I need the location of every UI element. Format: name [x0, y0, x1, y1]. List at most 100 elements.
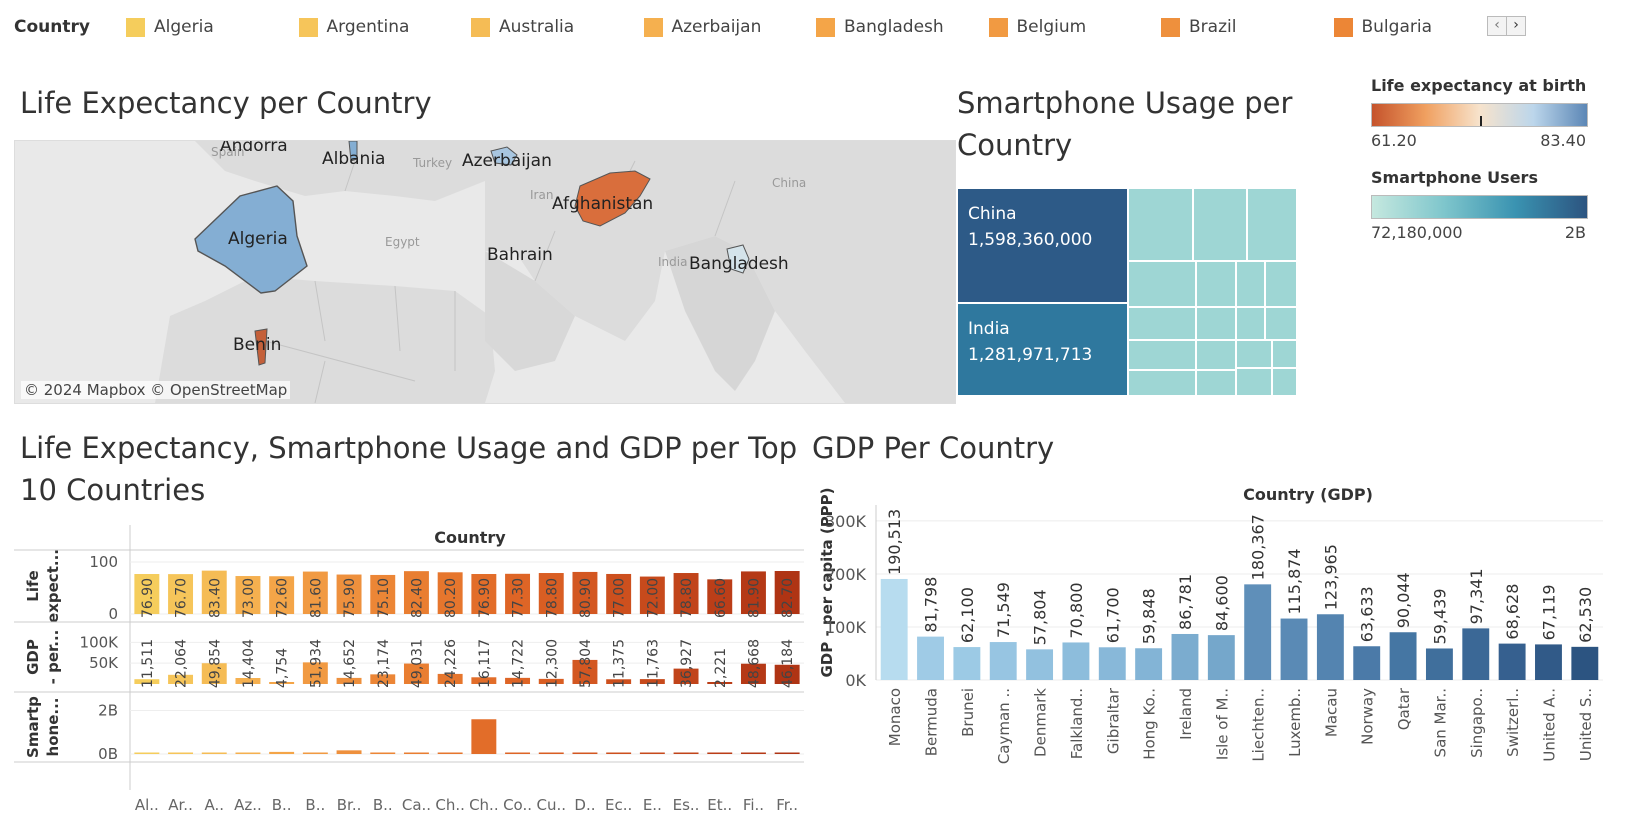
treemap-cell[interactable] — [1272, 368, 1297, 396]
top10-bar[interactable] — [505, 573, 531, 614]
top10-bar[interactable] — [471, 719, 497, 754]
top10-bar[interactable] — [370, 752, 396, 755]
legend-item[interactable]: Bangladesh — [816, 16, 944, 38]
map-credit[interactable]: © 2024 Mapbox © OpenStreetMap — [21, 381, 291, 399]
top10-bar[interactable] — [538, 752, 564, 755]
top10-bar[interactable] — [168, 674, 194, 684]
top10-bar[interactable] — [774, 752, 800, 755]
top10-bar[interactable] — [471, 677, 497, 684]
treemap-cell[interactable] — [1193, 188, 1247, 261]
smartphone-treemap[interactable]: China 1,598,360,000 India 1,281,971,713 — [957, 188, 1297, 396]
gdp-bar[interactable] — [1135, 648, 1163, 680]
treemap-cell[interactable] — [1196, 340, 1236, 370]
top10-bar[interactable] — [707, 752, 733, 755]
treemap-cell[interactable] — [1128, 307, 1196, 340]
gdp-bar[interactable] — [1280, 618, 1308, 680]
top10-bar[interactable] — [740, 663, 766, 684]
life-expectancy-map[interactable]: Spain Turkey Iran Egypt China India Ando… — [14, 140, 956, 404]
gdp-bar[interactable] — [1353, 646, 1381, 680]
top10-bar[interactable] — [403, 752, 429, 755]
top10-bar[interactable] — [505, 677, 531, 684]
treemap-cell[interactable] — [1247, 188, 1297, 261]
gdp-bar[interactable] — [1498, 643, 1526, 680]
top10-bar[interactable] — [370, 574, 396, 614]
top10-bar[interactable] — [168, 752, 194, 755]
gdp-bar[interactable] — [1098, 647, 1126, 680]
top10-bar[interactable] — [201, 570, 227, 614]
top10-bar[interactable] — [235, 752, 261, 755]
top10-bar[interactable] — [302, 571, 328, 614]
treemap-cell-china[interactable]: China 1,598,360,000 — [957, 188, 1128, 303]
top10-bar[interactable] — [673, 668, 699, 684]
treemap-cell[interactable] — [1128, 340, 1196, 370]
treemap-cell[interactable] — [1128, 261, 1196, 307]
top10-bar[interactable] — [403, 663, 429, 684]
gdp-bar[interactable] — [1171, 633, 1199, 680]
top10-bar[interactable] — [201, 663, 227, 684]
gdp-bar[interactable] — [1062, 642, 1090, 680]
legend-item[interactable]: Bulgaria — [1333, 16, 1432, 38]
top10-bar[interactable] — [774, 664, 800, 684]
top10-chart[interactable]: Country Life expect... 100 0 76.90 76.70 83.40… — [14, 525, 804, 816]
legend-prev-button[interactable]: ‹ — [1487, 16, 1507, 36]
top10-bar[interactable] — [336, 677, 362, 684]
top10-bar[interactable] — [774, 570, 800, 614]
top10-bar[interactable] — [639, 679, 665, 684]
gdp-bar[interactable] — [989, 642, 1017, 680]
top10-bar[interactable] — [740, 571, 766, 614]
treemap-cell-india[interactable]: India 1,281,971,713 — [957, 303, 1128, 396]
top10-bar[interactable] — [235, 576, 261, 614]
top10-bar[interactable] — [572, 659, 598, 684]
legend-item[interactable]: Azerbaijan — [643, 16, 761, 38]
top10-bar[interactable] — [707, 682, 733, 684]
treemap-cell[interactable] — [1236, 368, 1272, 396]
treemap-cell[interactable] — [1236, 340, 1272, 368]
top10-bar[interactable] — [302, 752, 328, 755]
legend-next-button[interactable]: › — [1506, 16, 1526, 36]
gdp-bar[interactable] — [1026, 649, 1054, 680]
top10-bar[interactable] — [269, 751, 295, 754]
top10-bar[interactable] — [707, 579, 733, 614]
top10-bar[interactable] — [505, 752, 531, 755]
gdp-bar[interactable] — [1535, 644, 1562, 680]
top10-bar[interactable] — [639, 576, 665, 614]
treemap-cell[interactable] — [1196, 261, 1236, 307]
treemap-cell[interactable] — [1236, 307, 1265, 340]
top10-bar[interactable] — [370, 674, 396, 684]
top10-bar[interactable] — [538, 678, 564, 684]
top10-bar[interactable] — [235, 677, 261, 684]
gdp-bar[interactable] — [880, 578, 908, 680]
top10-bar[interactable] — [269, 682, 295, 684]
gdp-bar[interactable] — [1571, 646, 1599, 680]
top10-bar[interactable] — [437, 752, 463, 755]
top10-bar[interactable] — [336, 574, 362, 614]
top10-bar[interactable] — [336, 750, 362, 754]
top10-bar[interactable] — [201, 752, 227, 755]
legend-item[interactable]: Algeria — [126, 16, 214, 38]
top10-bar[interactable] — [134, 752, 160, 755]
top10-bar[interactable] — [134, 574, 160, 614]
top10-bar[interactable] — [740, 752, 766, 755]
treemap-cell[interactable] — [1265, 307, 1297, 340]
top10-bar[interactable] — [471, 574, 497, 614]
treemap-cell[interactable] — [1196, 307, 1236, 340]
treemap-cell[interactable] — [1196, 370, 1236, 396]
gdp-bar[interactable] — [1425, 648, 1453, 680]
top10-bar[interactable] — [639, 752, 665, 755]
top10-bar[interactable] — [302, 662, 328, 684]
top10-bar[interactable] — [437, 673, 463, 684]
top10-bar[interactable] — [572, 752, 598, 755]
top10-bar[interactable] — [134, 679, 160, 684]
top10-bar[interactable] — [606, 752, 632, 755]
gdp-bar[interactable] — [1207, 635, 1235, 680]
gdp-bar[interactable] — [1244, 584, 1272, 680]
gdp-bar[interactable] — [1462, 628, 1490, 680]
top10-bar[interactable] — [269, 576, 295, 614]
legend-item[interactable]: Belgium — [988, 16, 1086, 38]
legend-item[interactable]: Australia — [471, 16, 574, 38]
treemap-cell[interactable] — [1128, 188, 1193, 261]
gdp-bar[interactable] — [1389, 632, 1417, 680]
top10-bar[interactable] — [437, 572, 463, 614]
top10-bar[interactable] — [606, 679, 632, 684]
treemap-cell[interactable] — [1272, 340, 1297, 368]
